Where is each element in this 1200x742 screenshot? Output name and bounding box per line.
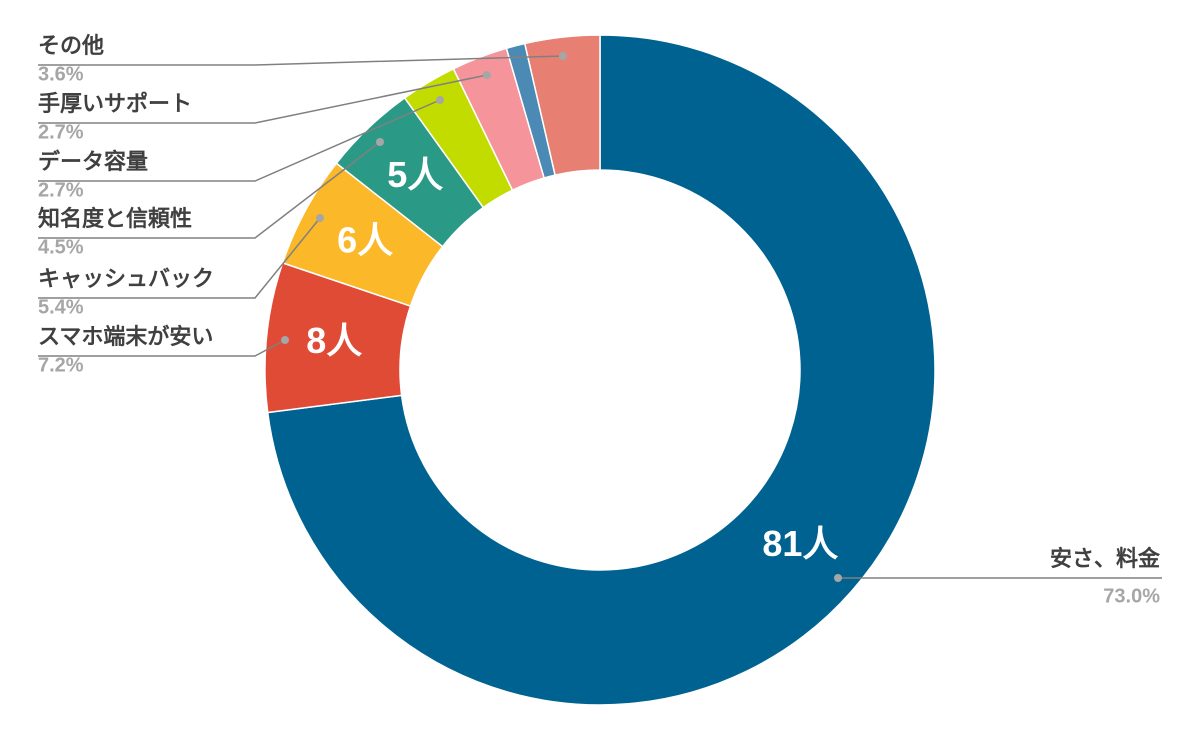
donut-slice: [523, 34, 601, 177]
category-label: スマホ端末が安い: [38, 324, 213, 349]
leader-dot: [559, 52, 567, 60]
percent-label: 5.4%: [38, 296, 84, 318]
category-label: データ容量: [38, 149, 148, 174]
percent-label: 2.7%: [38, 121, 84, 143]
count-label: 5人: [387, 154, 443, 195]
category-label: キャッシュバック: [38, 266, 214, 291]
leader-dot: [316, 214, 324, 222]
leader-line: [38, 141, 381, 239]
leader-line: [38, 74, 488, 124]
leader-line: [38, 99, 441, 182]
category-label: その他: [38, 33, 104, 58]
percent-label: 3.6%: [38, 63, 84, 85]
donut-slice: [266, 34, 936, 706]
leader-line: [38, 217, 321, 299]
leader-line: [38, 55, 564, 66]
percent-label: 4.5%: [38, 236, 84, 258]
leader-dot: [376, 138, 384, 146]
percent-label: 2.7%: [38, 179, 84, 201]
leader-dot: [436, 96, 444, 104]
count-label: 6人: [337, 220, 393, 261]
percent-label: 73.0%: [1103, 585, 1160, 607]
count-label: 81人: [762, 523, 838, 564]
percent-label: 7.2%: [38, 354, 84, 376]
category-label: 安さ、料金: [1050, 546, 1161, 571]
category-label: 手厚いサポート: [38, 91, 192, 116]
leader-dot: [483, 71, 491, 79]
count-label: 8人: [306, 320, 362, 361]
leader-dot: [281, 336, 289, 344]
leader-dot: [834, 574, 842, 582]
leader-line: [38, 339, 286, 357]
category-label: 知名度と信頼性: [38, 206, 192, 231]
